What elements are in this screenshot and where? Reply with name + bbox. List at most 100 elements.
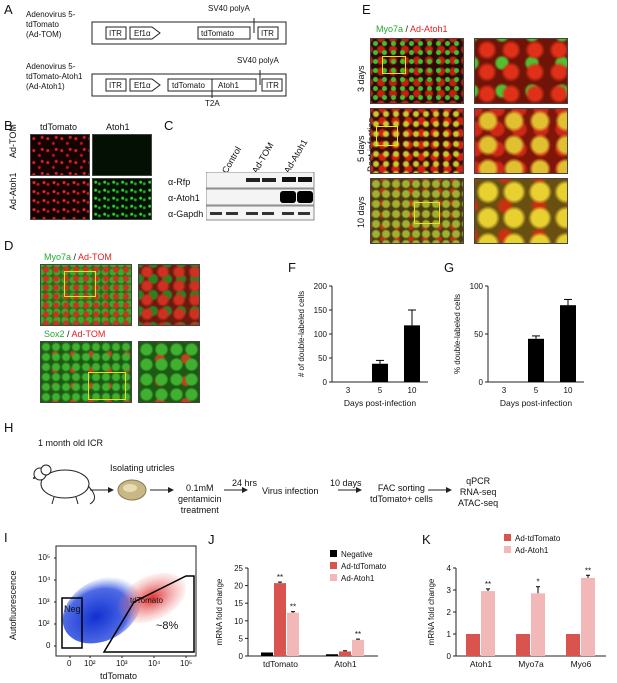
j-bar [352, 639, 364, 656]
e-zoom-box-2 [376, 126, 398, 146]
facs-ytick-0: 0 [46, 641, 51, 650]
j-legend-label: Negative [341, 550, 373, 559]
h-workflow [33, 464, 452, 505]
k-legend-swatch [504, 534, 511, 541]
panel-label-e: E [362, 2, 371, 17]
b-col-tdtomato: tdTomato [40, 122, 78, 132]
construct2-box-tdtomato: tdTomato [172, 81, 205, 90]
d-zoom-box-2 [88, 372, 126, 400]
e-title-virus: Ad-Atoh1 [410, 24, 448, 34]
facs-xtick-0: 0 [67, 659, 72, 668]
facs-ytick-1e4: 10⁴ [38, 575, 51, 584]
facs-xtick-1e5: 10⁵ [180, 659, 193, 668]
j-sig-label: ** [355, 630, 361, 639]
facs-percent: ~8% [156, 620, 179, 632]
k-legend-label: Ad-Atoh1 [515, 546, 549, 555]
facs-xtick-1e4: 10⁴ [148, 659, 161, 668]
e-title: Myo7a / Ad-Atoh1 [376, 24, 448, 34]
k-ytick-label: 3 [447, 586, 452, 595]
micrograph-d-myo7a-zoom [138, 264, 200, 326]
micrograph-b-tom-red [30, 134, 90, 176]
h-step-facs-line1: FAC sorting [377, 483, 425, 493]
facs-xlabel: tdTomato [100, 671, 138, 681]
construct2-box-ef1a: Ef1α [134, 81, 151, 90]
construct1-name-line1: Adenovirus 5- [26, 10, 76, 19]
j-bar [261, 652, 273, 656]
d-row2-marker: Sox2 [44, 329, 65, 339]
micrograph-d-sox2-zoom [138, 341, 200, 403]
facs-neg-label: Neg [64, 604, 81, 614]
panel-label-c: C [164, 118, 174, 133]
micrograph-d-myo7a [40, 264, 132, 326]
j-ylabel: mRNA fold change [215, 578, 224, 645]
h-step-qpcr: qPCR [466, 476, 491, 486]
h-step-facs-line2: tdTomato+ cells [370, 494, 433, 504]
micrograph-b-tom-green [92, 134, 152, 176]
d-row1-marker: Myo7a [44, 252, 72, 262]
e-row-5days: 5 days [356, 135, 366, 162]
g-ylabel: % double-labeled cells [453, 294, 462, 374]
micrograph-e-3days [370, 38, 464, 104]
k-ytick-label: 0 [447, 652, 452, 661]
d-zoom-box-1 [64, 271, 96, 297]
f-ytick-label: 0 [323, 378, 328, 387]
construct1-polya-label: SV40 polyA [208, 4, 250, 13]
h-step-gentamicin-line3: treatment [180, 505, 219, 515]
micrograph-e-10days-zoom [474, 178, 568, 244]
j-bar [339, 651, 351, 656]
construct2-name: Adenovirus 5- tdTomato-Atoh1 (Ad-Atoh1) [26, 62, 82, 92]
facs-xtick-1e3: 10³ [116, 659, 128, 668]
d-row1-virus: Ad-TOM [78, 252, 112, 262]
h-step-facs: FAC sorting tdTomato+ cells [370, 483, 433, 505]
panel-label-a: A [4, 2, 13, 17]
k-sig-label: ** [585, 566, 591, 575]
construct2-polya-label: SV40 polyA [237, 56, 279, 65]
c-row-rfp: α-Rfp [168, 177, 191, 187]
j-sig-label: ** [277, 573, 283, 582]
g-xtick-label: 10 [564, 386, 573, 395]
j-legend-label: Ad-Atoh1 [341, 574, 375, 583]
g-xtick-label: 3 [502, 386, 507, 395]
e-row-3days: 3 days [356, 65, 366, 92]
f-xlabel: Days post-infection [344, 398, 417, 408]
f-ytick-label: 100 [314, 330, 328, 339]
facs-ylabel: Autofluorescence [8, 570, 18, 640]
g-bar [528, 338, 544, 382]
j-legend-swatch [330, 562, 337, 569]
h-step-gentamicin: 0.1mM gentamicin treatment [178, 483, 222, 516]
facs-xtick-1e2: 10² [84, 659, 96, 668]
panel-label-f: F [288, 260, 296, 275]
f-bar [404, 325, 420, 382]
e-title-separator: / [403, 24, 411, 34]
construct1-box-tdtomato: tdTomato [201, 29, 234, 38]
h-step-rnaseq: RNA-seq [459, 487, 497, 497]
construct1-box-itr1: ITR [109, 29, 122, 38]
construct1-name-line2: tdTomato [26, 20, 59, 29]
j-bar [287, 612, 299, 656]
micrograph-d-sox2 [40, 341, 132, 403]
construct2-name-line1: Adenovirus 5- [26, 62, 76, 71]
j-ytick-label: 0 [239, 652, 244, 661]
k-bar [531, 593, 545, 656]
micrograph-e-5days-zoom [474, 108, 568, 174]
c-lane-adatoh1: Ad-Atoh1 [282, 137, 310, 175]
tdtomato-population [118, 572, 186, 624]
j-bar [274, 583, 286, 656]
g-xtick-label: 5 [534, 386, 539, 395]
panel-label-i: I [4, 530, 8, 545]
d-row1-title: Myo7a / Ad-TOM [44, 252, 112, 262]
k-ytick-label: 2 [447, 608, 452, 617]
construct2-map [91, 70, 287, 98]
construct2-box-atoh1: Atoh1 [218, 81, 239, 90]
g-xlabel: Days post-infection [500, 398, 573, 408]
g-ytick-label: 50 [474, 330, 483, 339]
western-blot [206, 172, 315, 221]
micrograph-e-5days [370, 108, 464, 174]
construct2-box-itr2: ITR [266, 81, 279, 90]
h-mouse-label: 1 month old ICR [38, 438, 104, 448]
f-xtick-label: 5 [378, 386, 383, 395]
facs-ytick-1e3: 10³ [38, 597, 50, 606]
b-row-adtom: Ad-TOM [8, 124, 18, 158]
facs-ytick-1e2: 10² [38, 619, 50, 628]
panel-label-d: D [4, 238, 14, 253]
